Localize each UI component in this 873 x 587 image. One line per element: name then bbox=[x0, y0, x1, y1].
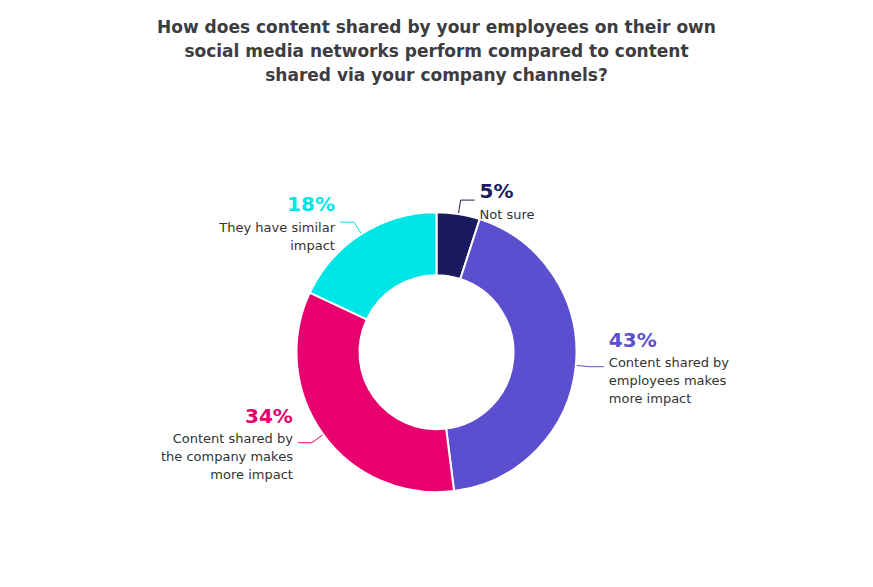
svg-text:Not sure: Not sure bbox=[480, 207, 535, 222]
svg-text:the company makes: the company makes bbox=[161, 449, 293, 464]
svg-text:How does content shared by you: How does content shared by your employee… bbox=[157, 17, 716, 37]
svg-text:Content shared by: Content shared by bbox=[609, 355, 730, 370]
svg-text:impact: impact bbox=[290, 238, 335, 253]
svg-text:employees makes: employees makes bbox=[609, 373, 727, 388]
svg-text:They have similar: They have similar bbox=[218, 220, 335, 235]
svg-text:18%: 18% bbox=[287, 192, 335, 216]
svg-text:5%: 5% bbox=[480, 179, 514, 203]
svg-text:social media networks perform: social media networks perform compared t… bbox=[184, 41, 688, 61]
svg-text:more impact: more impact bbox=[609, 391, 692, 406]
svg-text:more impact: more impact bbox=[210, 467, 293, 482]
svg-text:43%: 43% bbox=[609, 328, 657, 352]
svg-text:Content shared by: Content shared by bbox=[173, 431, 294, 446]
svg-text:shared via your company channe: shared via your company channels? bbox=[265, 65, 608, 85]
svg-text:34%: 34% bbox=[245, 404, 293, 428]
